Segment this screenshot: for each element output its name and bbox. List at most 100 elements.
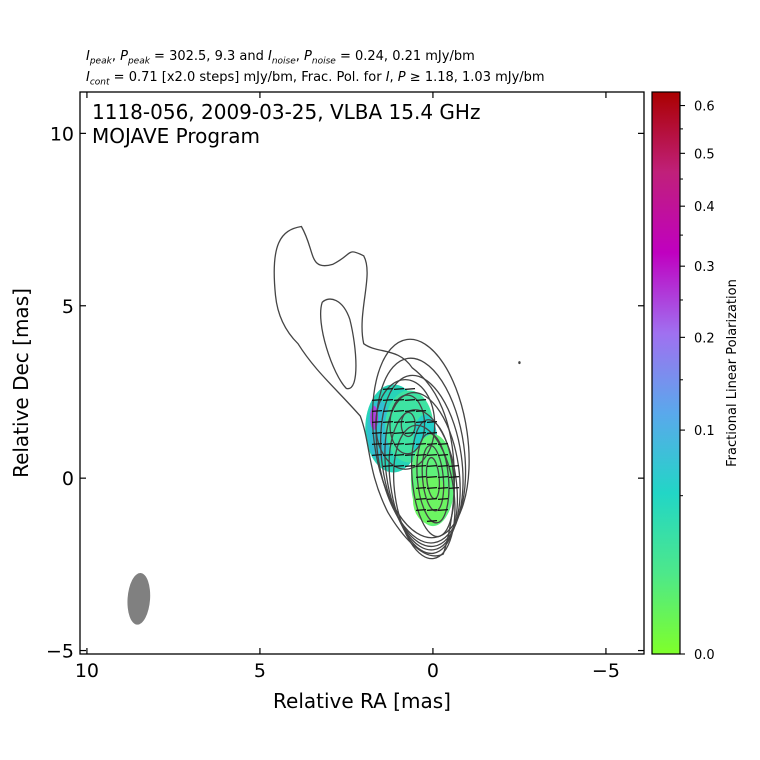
evpa-vector-59 [437, 508, 449, 512]
evpa-vector-46 [415, 475, 427, 479]
evpa-vector-17 [415, 420, 427, 424]
evpa-vector-0 [382, 387, 394, 391]
contour-knot-3 [400, 411, 416, 438]
contour-level-4 [380, 374, 464, 548]
contour-level-1 [273, 225, 455, 557]
x-tick-label-2: 0 [427, 660, 439, 682]
y-axis-label: Relative Dec [mas] [9, 288, 33, 478]
x-tick-label-3: −5 [592, 660, 620, 682]
evpa-vector-11 [404, 409, 416, 413]
colorbar-tick-label-3: 0.3 [694, 260, 715, 275]
evpa-vector-45 [448, 464, 460, 468]
evpa-vector-47 [426, 475, 438, 479]
evpa-vector-52 [437, 486, 449, 490]
evpa-vector-8 [371, 409, 383, 413]
evpa-vector-38 [437, 453, 449, 457]
x-tick-label-1: 5 [254, 660, 266, 682]
evpa-vector-30 [426, 442, 438, 446]
contour-knot-1 [375, 378, 436, 470]
colorbar-tick-label-4: 0.4 [694, 200, 715, 215]
evpa-vector-28 [404, 442, 416, 446]
y-tick-label-3: 10 [50, 123, 74, 145]
evpa-vector-16 [404, 420, 416, 424]
colorbar-tick-label-6: 0.6 [694, 100, 715, 115]
evpa-vector-55 [426, 497, 438, 501]
evpa-vector-5 [393, 398, 405, 402]
evpa-vector-15 [393, 420, 405, 424]
evpa-vector-35 [404, 453, 416, 457]
y-tick-label-1: 0 [62, 468, 74, 490]
evpa-vector-21 [393, 431, 405, 435]
evpa-vector-50 [415, 486, 427, 490]
contour-knot-2 [389, 394, 426, 455]
evpa-vector-10 [393, 409, 405, 413]
intensity-contours [273, 225, 521, 560]
evpa-vector-22 [404, 431, 416, 435]
evpa-vector-44 [437, 464, 449, 468]
evpa-vector-2 [404, 387, 416, 391]
contour-isolated-component [518, 361, 521, 365]
evpa-vector-25 [371, 442, 383, 446]
peak-values: 302.5, 9.3 [169, 49, 236, 64]
x-tick-label-0: 10 [75, 660, 99, 682]
evpa-vector-4 [382, 398, 394, 402]
colorbar-label: Fractional Linear Polarization [725, 279, 740, 467]
contour-values: 0.71 [x2.0 steps] mJy/bm, Frac. Pol. for [128, 70, 382, 85]
header-line-2: Icont = 0.71 [x2.0 steps] mJy/bm, Frac. … [86, 70, 545, 88]
evpa-vector-54 [415, 497, 427, 501]
noise-values: 0.24, 0.21 mJy/bm [354, 49, 475, 64]
evpa-vector-7 [415, 398, 427, 402]
evpa-vector-27 [393, 442, 405, 446]
evpa-vectors [371, 387, 460, 523]
evpa-vector-19 [371, 431, 383, 435]
evpa-vector-24 [426, 431, 438, 435]
colorbar-tick-label-2: 0.2 [694, 331, 715, 346]
source-annotation-line-0: 1118-056, 2009-03-25, VLBA 15.4 GHz [92, 100, 480, 124]
colorbar-gradient [651, 91, 681, 655]
evpa-vector-53 [448, 486, 460, 490]
evpa-vector-3 [371, 398, 383, 402]
evpa-vector-51 [426, 486, 438, 490]
polarization-color-map [365, 384, 455, 527]
colorbar-tick-label-5: 0.5 [694, 147, 715, 162]
evpa-vector-29 [415, 442, 427, 446]
evpa-vector-41 [404, 464, 416, 468]
restoring-beam [127, 573, 151, 625]
evpa-vector-36 [415, 453, 427, 457]
evpa-vector-31 [437, 442, 449, 446]
evpa-vector-34 [393, 453, 405, 457]
evpa-vector-48 [437, 475, 449, 479]
fracpol-threshold-values: 1.18, 1.03 mJy/bm [424, 70, 545, 85]
evpa-vector-9 [382, 409, 394, 413]
evpa-vector-42 [415, 464, 427, 468]
header-line-1: Ipeak, Ppeak = 302.5, 9.3 and Inoise, Pn… [86, 49, 475, 67]
evpa-vector-18 [426, 420, 438, 424]
y-tick-label-0: −5 [46, 641, 74, 663]
x-axis-label: Relative RA [mas] [273, 689, 451, 713]
plot-frame [79, 91, 645, 655]
evpa-vector-32 [371, 453, 383, 457]
evpa-vector-20 [382, 431, 394, 435]
colorbar-tick-label-1: 0.1 [694, 424, 715, 439]
evpa-vector-57 [415, 508, 427, 512]
evpa-vector-14 [382, 420, 394, 424]
evpa-vector-56 [437, 497, 449, 501]
evpa-vector-40 [393, 464, 405, 468]
evpa-vector-13 [371, 420, 383, 424]
evpa-vector-43 [426, 464, 438, 468]
colorbar-tick-label-0: 0.0 [694, 648, 715, 663]
evpa-vector-26 [382, 442, 394, 446]
contour-level-2 [371, 338, 470, 539]
evpa-vector-37 [426, 453, 438, 457]
y-tick-label-2: 5 [62, 296, 74, 318]
evpa-vector-60 [426, 519, 438, 523]
contour-level-1-hole [320, 298, 357, 390]
evpa-vector-39 [382, 464, 394, 468]
evpa-vector-58 [426, 508, 438, 512]
evpa-vector-6 [404, 398, 416, 402]
evpa-vector-12 [415, 409, 427, 413]
source-annotation-line-1: MOJAVE Program [92, 124, 260, 148]
contour-core-1 [410, 419, 455, 538]
contour-level-3 [375, 357, 467, 544]
evpa-vector-49 [448, 475, 460, 479]
